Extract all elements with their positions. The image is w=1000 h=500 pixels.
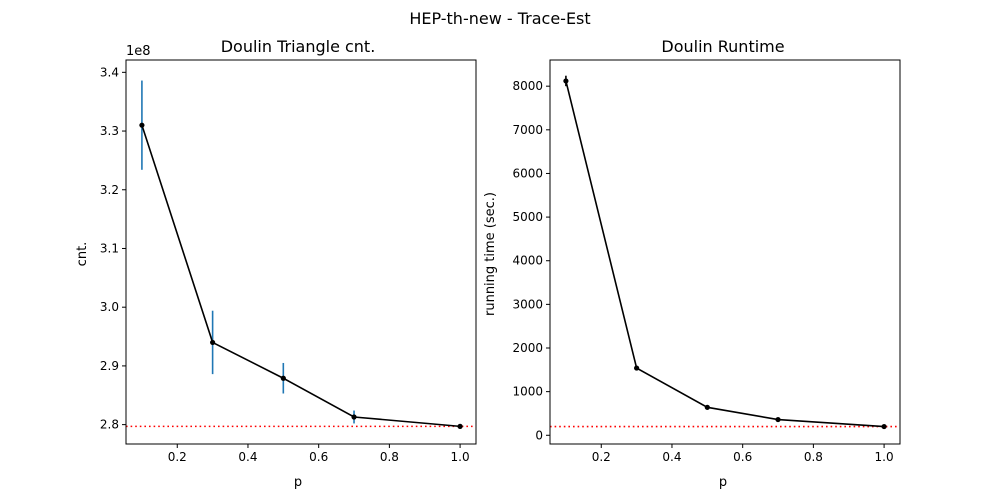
triangle-count-plot-frame — [125, 59, 477, 445]
triangle-count-y-tick-label: 3.0 — [100, 300, 119, 314]
runtime-y-tick-label: 4000 — [512, 254, 543, 268]
triangle-count-data-point — [457, 423, 463, 429]
triangle-count-y-tick-label: 3.2 — [100, 183, 119, 197]
triangle-count-series-line — [141, 124, 461, 428]
triangle-count-data-point — [139, 122, 145, 128]
runtime-plot-frame — [549, 59, 901, 445]
triangle-count-y-tick-label: 2.9 — [100, 359, 119, 373]
triangle-count-y-tick-label: 3.4 — [100, 65, 119, 79]
runtime-series-line — [565, 80, 885, 428]
runtime-data-point — [563, 78, 569, 84]
runtime-data-point — [704, 404, 710, 410]
triangle-count-y-tick-label: 2.8 — [100, 418, 119, 432]
runtime-y-tick-label: 1000 — [512, 385, 543, 399]
triangle-count-data-point — [351, 414, 357, 420]
triangle-count-x-tick-label: 0.4 — [238, 450, 257, 464]
runtime-data-point — [881, 423, 887, 430]
triangle-count-x-tick-label: 0.2 — [168, 450, 187, 464]
triangle-count-title: Doulin Triangle cnt. — [221, 37, 376, 56]
runtime-x-tick-label: 1.0 — [875, 450, 894, 464]
triangle-count-y-tick-label: 3.1 — [100, 241, 119, 255]
runtime-y-tick-label: 3000 — [512, 297, 543, 311]
runtime-y-tick-label: 8000 — [512, 79, 543, 93]
runtime-y-tick-label: 0 — [535, 428, 543, 442]
runtime-y-tick-label: 2000 — [512, 341, 543, 355]
triangle-count-x-tick-label: 1.0 — [451, 450, 470, 464]
runtime-x-tick-label: 0.6 — [733, 450, 752, 464]
runtime-x-tick-label: 0.2 — [592, 450, 611, 464]
runtime-data-point — [775, 416, 781, 423]
runtime-panel: Doulin Runtime p running time (sec.) 0.2… — [483, 37, 901, 490]
runtime-xlabel: p — [719, 475, 727, 490]
runtime-title: Doulin Runtime — [661, 37, 784, 56]
runtime-data-point — [634, 365, 640, 371]
runtime-y-tick-label: 6000 — [512, 166, 543, 180]
triangle-count-x-tick-label: 0.6 — [309, 450, 328, 464]
triangle-count-ylabel: cnt. — [75, 242, 90, 267]
triangle-count-x-tick-label: 0.8 — [380, 450, 399, 464]
triangle-count-data-point — [210, 339, 216, 346]
triangle-count-y-tick-label: 3.3 — [100, 124, 119, 138]
runtime-ylabel: running time (sec.) — [483, 192, 498, 316]
triangle-count-xlabel: p — [294, 475, 302, 490]
triangle-count-panel: Doulin Triangle cnt. p cnt. 1e8 0.2 0.4 0.… — [75, 37, 477, 490]
runtime-x-tick-label: 0.4 — [662, 450, 681, 464]
triangle-count-data-point — [280, 375, 286, 381]
figure-suptitle: HEP-th-new - Trace-Est — [409, 9, 590, 28]
runtime-x-tick-label: 0.8 — [804, 450, 823, 464]
triangle-count-offset-label: 1e8 — [126, 44, 151, 59]
runtime-y-tick-label: 7000 — [512, 123, 543, 137]
runtime-y-tick-label: 5000 — [512, 210, 543, 224]
